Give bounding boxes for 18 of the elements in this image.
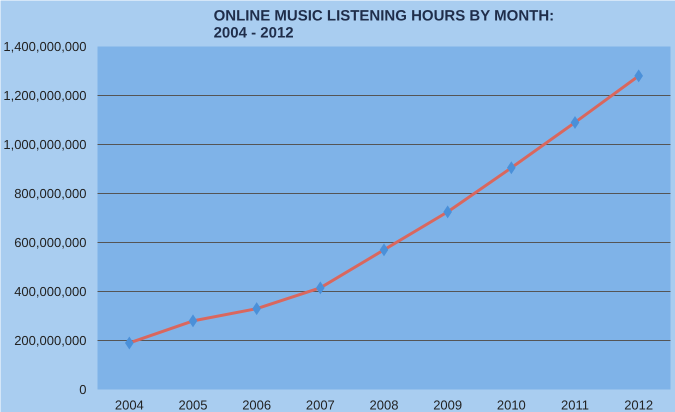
x-tick-label: 2005	[178, 398, 208, 412]
y-tick-label: 1,400,000,000	[3, 39, 87, 54]
y-tick-label: 1,000,000,000	[3, 137, 87, 152]
x-tick-label: 2009	[433, 398, 462, 412]
y-tick-label: 200,000,000	[14, 333, 87, 348]
x-tick-label: 2011	[561, 398, 589, 412]
y-tick-label: 800,000,000	[14, 186, 87, 201]
x-tick-label: 2006	[242, 398, 272, 412]
y-tick-label: 400,000,000	[14, 284, 87, 299]
x-tick-label: 2008	[370, 398, 398, 412]
x-tick-label: 2007	[306, 398, 335, 412]
y-tick-label: 0	[79, 382, 87, 397]
x-tick-label: 2012	[624, 398, 654, 412]
y-tick-label: 1,200,000,000	[3, 88, 87, 103]
y-tick-label: 600,000,000	[14, 235, 87, 250]
x-tick-label: 2004	[114, 398, 144, 412]
chart-title: ONLINE MUSIC LISTENING HOURS BY MONTH: 2004 - 2012	[214, 8, 554, 42]
x-tick-label: 2010	[496, 398, 526, 412]
